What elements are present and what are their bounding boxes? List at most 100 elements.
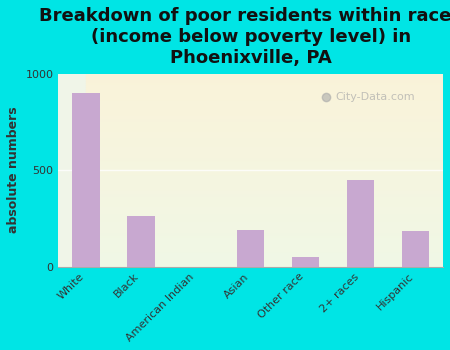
- Bar: [86, 216, 450, 218]
- Bar: [86, 126, 450, 128]
- Bar: [86, 209, 450, 211]
- Bar: [86, 95, 450, 97]
- Bar: [86, 85, 450, 87]
- Bar: [86, 261, 450, 262]
- Bar: [86, 174, 450, 176]
- Bar: [86, 220, 450, 222]
- Y-axis label: absolute numbers: absolute numbers: [7, 107, 20, 233]
- Bar: [86, 145, 450, 147]
- Bar: [86, 168, 450, 170]
- Bar: [86, 203, 450, 205]
- Bar: [86, 253, 450, 255]
- Bar: [86, 118, 450, 120]
- Bar: [86, 245, 450, 247]
- Bar: [86, 97, 450, 99]
- Bar: [86, 184, 450, 186]
- Bar: [86, 186, 450, 188]
- Bar: [86, 222, 450, 224]
- Bar: [86, 128, 450, 130]
- Bar: [86, 193, 450, 195]
- Bar: [86, 135, 450, 137]
- Bar: [86, 218, 450, 220]
- Bar: [86, 141, 450, 143]
- Bar: [86, 188, 450, 189]
- Bar: [86, 199, 450, 201]
- Bar: [86, 93, 450, 95]
- Bar: [86, 176, 450, 178]
- Bar: [86, 241, 450, 243]
- Bar: [86, 74, 450, 76]
- Bar: [86, 211, 450, 212]
- Bar: [86, 238, 450, 239]
- Bar: [86, 164, 450, 166]
- Bar: [86, 191, 450, 193]
- Bar: [86, 143, 450, 145]
- Bar: [86, 151, 450, 153]
- Bar: [86, 155, 450, 156]
- Bar: [86, 205, 450, 207]
- Bar: [127, 216, 154, 266]
- Bar: [86, 91, 450, 93]
- Bar: [402, 231, 429, 266]
- Bar: [86, 110, 450, 112]
- Bar: [86, 255, 450, 257]
- Bar: [86, 108, 450, 110]
- Bar: [86, 224, 450, 226]
- Bar: [86, 259, 450, 261]
- Bar: [86, 226, 450, 228]
- Bar: [86, 207, 450, 209]
- Bar: [86, 262, 450, 265]
- Bar: [86, 130, 450, 132]
- Bar: [86, 182, 450, 184]
- Bar: [86, 149, 450, 151]
- Bar: [86, 236, 450, 238]
- Bar: [86, 239, 450, 241]
- Bar: [86, 76, 450, 77]
- Bar: [86, 120, 450, 122]
- Bar: [86, 147, 450, 149]
- Bar: [86, 81, 450, 83]
- Bar: [86, 124, 450, 126]
- Bar: [86, 162, 450, 164]
- Bar: [86, 197, 450, 199]
- Bar: [86, 215, 450, 216]
- Bar: [86, 228, 450, 230]
- Bar: [86, 230, 450, 232]
- Bar: [86, 77, 450, 79]
- Bar: [86, 257, 450, 259]
- Bar: [86, 139, 450, 141]
- Bar: [86, 172, 450, 174]
- Title: Breakdown of poor residents within races
(income below poverty level) in
Phoenix: Breakdown of poor residents within races…: [39, 7, 450, 66]
- Bar: [86, 137, 450, 139]
- Bar: [86, 170, 450, 172]
- Bar: [86, 159, 450, 160]
- Bar: [86, 99, 450, 101]
- Bar: [86, 180, 450, 182]
- Bar: [86, 122, 450, 124]
- Bar: [86, 132, 450, 133]
- Bar: [86, 156, 450, 159]
- Bar: [86, 103, 450, 105]
- Bar: [86, 247, 450, 249]
- Bar: [86, 114, 450, 116]
- Bar: [86, 116, 450, 118]
- Bar: [86, 83, 450, 85]
- Bar: [86, 105, 450, 106]
- Bar: [86, 178, 450, 180]
- Bar: [86, 251, 450, 253]
- Bar: [347, 180, 374, 266]
- Bar: [237, 230, 265, 266]
- Bar: [72, 93, 99, 266]
- Bar: [86, 153, 450, 155]
- Bar: [86, 232, 450, 234]
- Text: City-Data.com: City-Data.com: [335, 92, 415, 102]
- Bar: [86, 106, 450, 108]
- Bar: [86, 87, 450, 89]
- Bar: [86, 133, 450, 135]
- Bar: [86, 234, 450, 236]
- Bar: [292, 257, 320, 266]
- Bar: [86, 166, 450, 168]
- Bar: [86, 249, 450, 251]
- Bar: [86, 201, 450, 203]
- Bar: [86, 212, 450, 215]
